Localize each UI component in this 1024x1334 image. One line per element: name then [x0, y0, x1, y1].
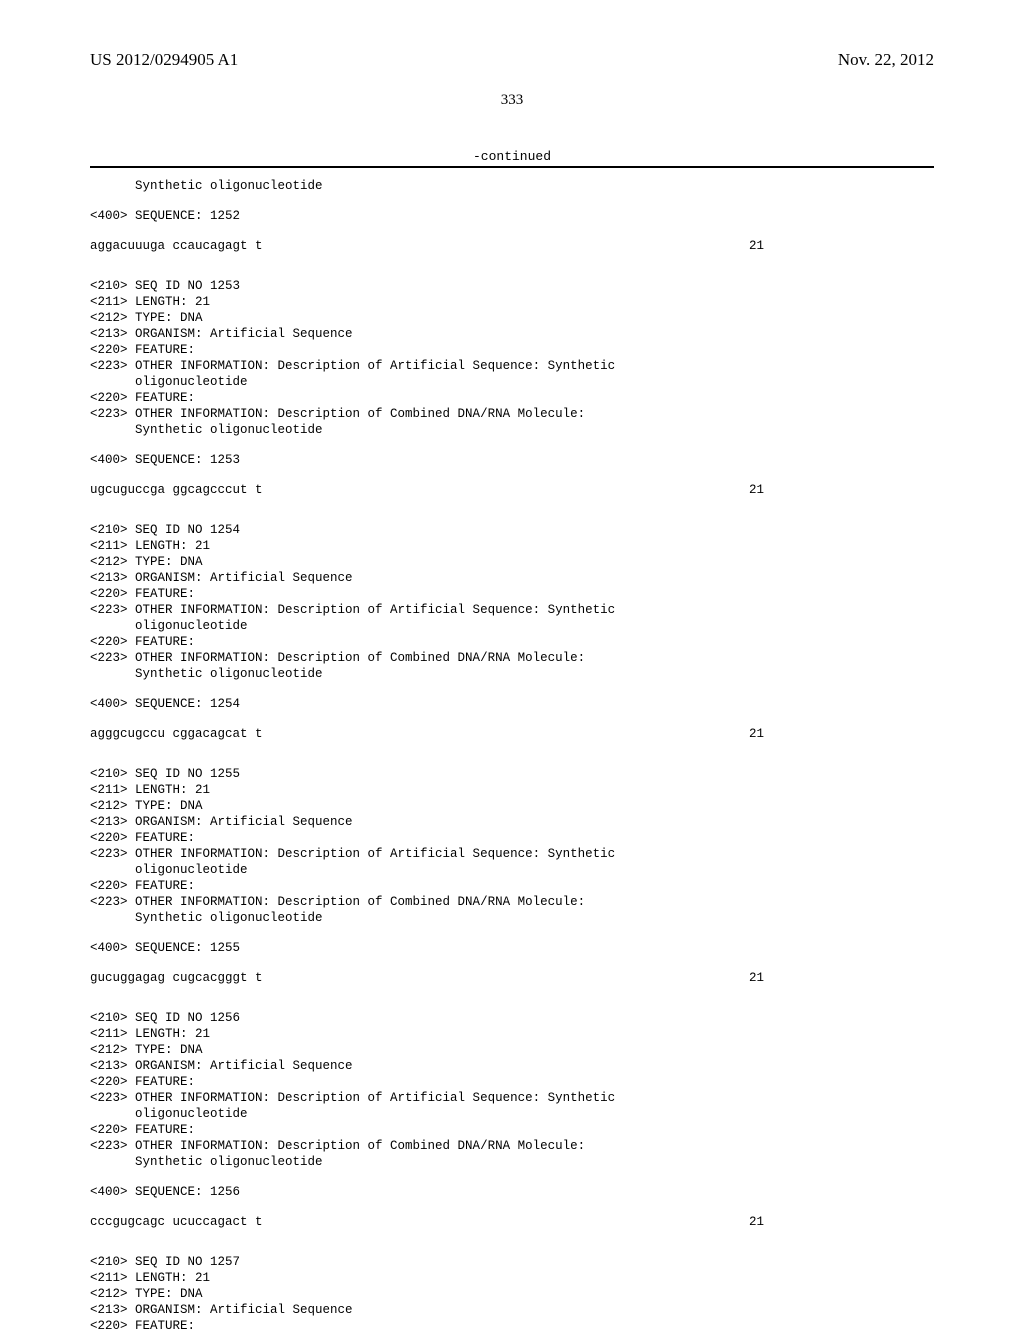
sequence-row: gucuggagag cugcacgggt t 21 [90, 970, 934, 986]
publication-number: US 2012/0294905 A1 [90, 50, 238, 70]
continued-label: -continued [90, 149, 934, 164]
sequence-header: <400> SEQUENCE: 1253 [90, 452, 934, 468]
sequence-text: agggcugccu cggacagcat t [90, 726, 263, 742]
sequence-meta: <210> SEQ ID NO 1254 <211> LENGTH: 21 <2… [90, 522, 934, 682]
sequence-header: <400> SEQUENCE: 1256 [90, 1184, 934, 1200]
sequence-length: 21 [749, 482, 764, 498]
lead-in-line: Synthetic oligonucleotide [90, 178, 934, 194]
sequence-meta: <210> SEQ ID NO 1256 <211> LENGTH: 21 <2… [90, 1010, 934, 1170]
sequence-text: ugcuguccga ggcagcccut t [90, 482, 263, 498]
page-number: 333 [90, 92, 934, 109]
sequence-meta: <210> SEQ ID NO 1255 <211> LENGTH: 21 <2… [90, 766, 934, 926]
sequence-text: cccgugcagc ucuccagact t [90, 1214, 263, 1230]
rule-top [90, 166, 934, 168]
sequence-row: aggacuuuga ccaucagagt t 21 [90, 238, 934, 254]
sequence-row: cccgugcagc ucuccagact t 21 [90, 1214, 934, 1230]
sequence-length: 21 [749, 726, 764, 742]
sequence-header: <400> SEQUENCE: 1255 [90, 940, 934, 956]
sequence-row: ugcuguccga ggcagcccut t 21 [90, 482, 934, 498]
sequence-text: gucuggagag cugcacgggt t [90, 970, 263, 986]
sequence-meta: <210> SEQ ID NO 1253 <211> LENGTH: 21 <2… [90, 278, 934, 438]
page-header: US 2012/0294905 A1 Nov. 22, 2012 [90, 50, 934, 70]
sequence-length: 21 [749, 1214, 764, 1230]
publication-date: Nov. 22, 2012 [838, 50, 934, 70]
sequence-text: aggacuuuga ccaucagagt t [90, 238, 263, 254]
sequence-length: 21 [749, 970, 764, 986]
sequence-length: 21 [749, 238, 764, 254]
sequence-header: <400> SEQUENCE: 1254 [90, 696, 934, 712]
sequence-meta: <210> SEQ ID NO 1257 <211> LENGTH: 21 <2… [90, 1254, 934, 1334]
sequence-row: agggcugccu cggacagcat t 21 [90, 726, 934, 742]
patent-page: US 2012/0294905 A1 Nov. 22, 2012 333 -co… [0, 0, 1024, 1320]
sequence-header: <400> SEQUENCE: 1252 [90, 208, 934, 224]
